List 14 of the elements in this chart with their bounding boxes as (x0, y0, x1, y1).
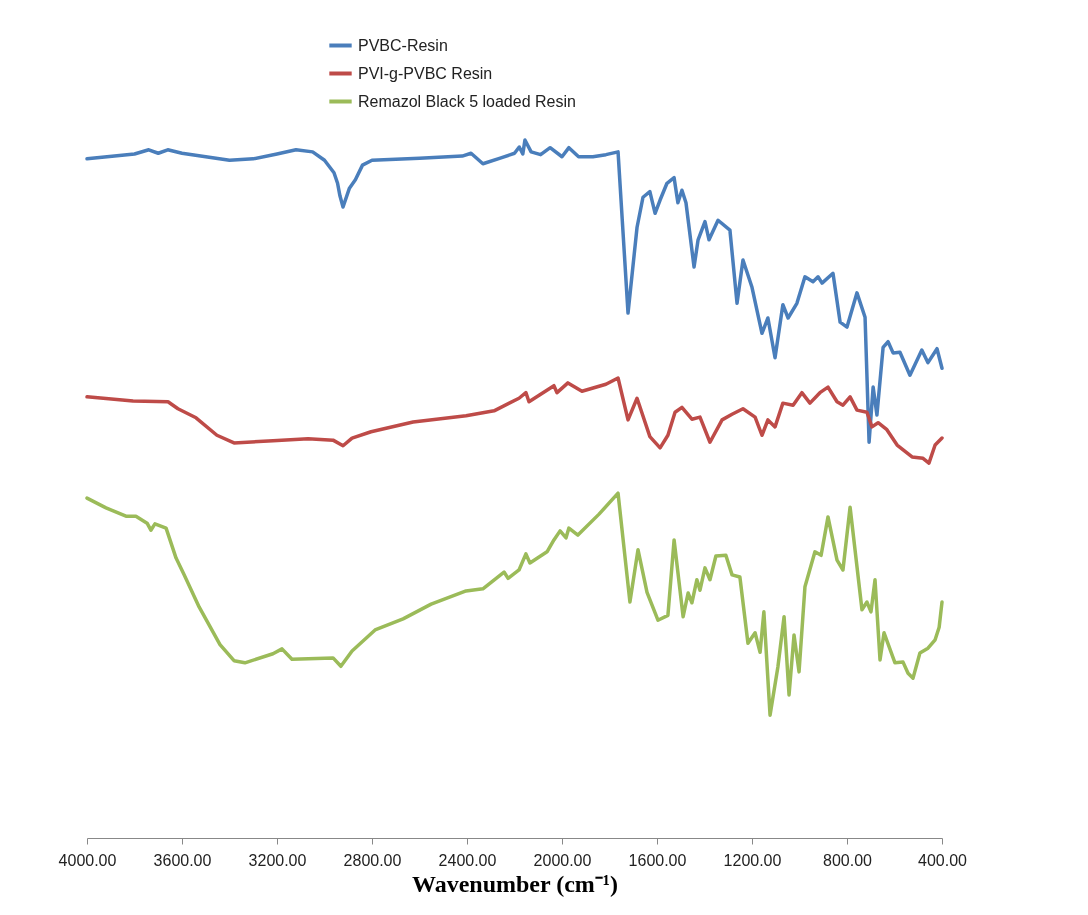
x-tick-label: 2800.00 (343, 851, 402, 869)
x-tick-label: 3200.00 (248, 851, 307, 869)
legend-label: PVBC-Resin (358, 36, 448, 54)
x-tick-label: 2000.00 (533, 851, 592, 869)
x-axis-title: Wavenumber (cm⁻¹) (411, 870, 619, 897)
legend-label: PVI-g-PVBC Resin (358, 64, 493, 82)
x-tick-label: 3600.00 (153, 851, 212, 869)
x-tick-label: 400.00 (918, 851, 968, 869)
x-tick-label: 1200.00 (723, 851, 782, 869)
x-tick-label: 4000.00 (58, 851, 117, 869)
x-tick-label: 1600.00 (628, 851, 687, 869)
x-tick-label: 2400.00 (438, 851, 497, 869)
legend-label: Remazol Black 5 loaded Resin (358, 92, 576, 110)
x-tick-label: 800.00 (823, 851, 873, 869)
